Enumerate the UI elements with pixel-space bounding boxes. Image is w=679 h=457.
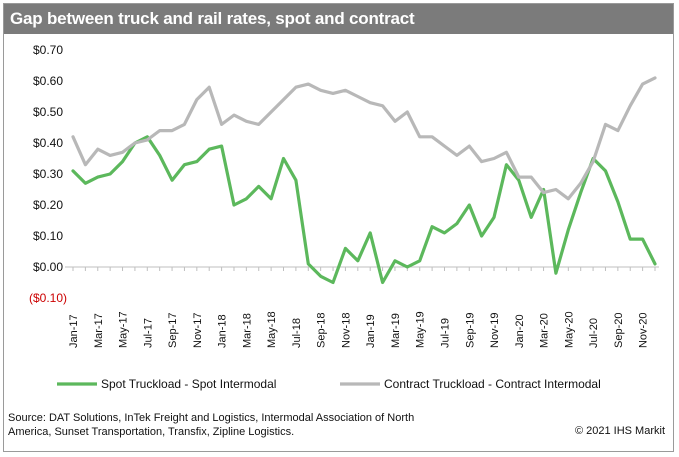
x-tick-label: Sep-17 xyxy=(167,313,179,348)
x-tick-label: Nov-19 xyxy=(489,313,501,348)
x-tick-label: Jan-17 xyxy=(68,314,80,348)
x-tick-label: Jul-19 xyxy=(439,318,451,348)
x-tick-label: Jul-18 xyxy=(291,318,303,348)
chart-title: Gap between truck and rail rates, spot a… xyxy=(10,9,415,28)
y-tick-label: $0.40 xyxy=(33,136,63,150)
x-tick-label: Mar-20 xyxy=(539,313,551,348)
title-bar: Gap between truck and rail rates, spot a… xyxy=(4,4,673,34)
copyright-note: © 2021 IHS Markit xyxy=(574,425,665,437)
legend-label: Spot Truckload - Spot Intermodal xyxy=(101,377,276,391)
series-line-contract xyxy=(71,76,657,201)
y-tick-label: $0.50 xyxy=(33,105,63,119)
y-tick-label: $0.00 xyxy=(33,260,63,274)
x-tick-label: Mar-17 xyxy=(93,313,105,348)
y-tick-label: $0.10 xyxy=(33,229,63,243)
x-tick-label: Jul-17 xyxy=(142,318,154,348)
x-tick-label: May-20 xyxy=(563,311,575,348)
x-tick-label: Mar-18 xyxy=(241,313,253,348)
x-tick-label: Nov-17 xyxy=(192,313,204,348)
x-tick-label: Jan-19 xyxy=(365,314,377,348)
x-tick-label: Jan-20 xyxy=(514,314,526,348)
y-tick-label: $0.30 xyxy=(33,167,63,181)
series-line-spot xyxy=(71,135,657,285)
x-tick-label: Nov-20 xyxy=(638,313,650,348)
x-tick-label: Jul-20 xyxy=(588,318,600,348)
y-tick-label: $0.60 xyxy=(33,74,63,88)
x-tick-label: Mar-19 xyxy=(390,313,402,348)
y-tick-label: $0.20 xyxy=(33,198,63,212)
x-tick-label: Jan-18 xyxy=(217,314,229,348)
y-tick-label: $0.70 xyxy=(33,43,63,57)
x-tick-label: Sep-20 xyxy=(613,313,625,348)
source-note: Source: DAT Solutions, InTek Freight and… xyxy=(8,412,415,438)
legend-label: Contract Truckload - Contract Intermodal xyxy=(384,377,601,391)
x-tick-label: Nov-18 xyxy=(340,313,352,348)
x-tick-label: May-18 xyxy=(266,311,278,348)
x-tick-label: May-17 xyxy=(118,311,130,348)
x-tick-label: May-19 xyxy=(415,311,427,348)
x-tick-label: Sep-18 xyxy=(316,313,328,348)
x-tick-label: Sep-19 xyxy=(464,313,476,348)
chart-frame: Gap between truck and rail rates, spot a… xyxy=(3,3,674,452)
y-tick-label: ($0.10) xyxy=(29,291,67,305)
